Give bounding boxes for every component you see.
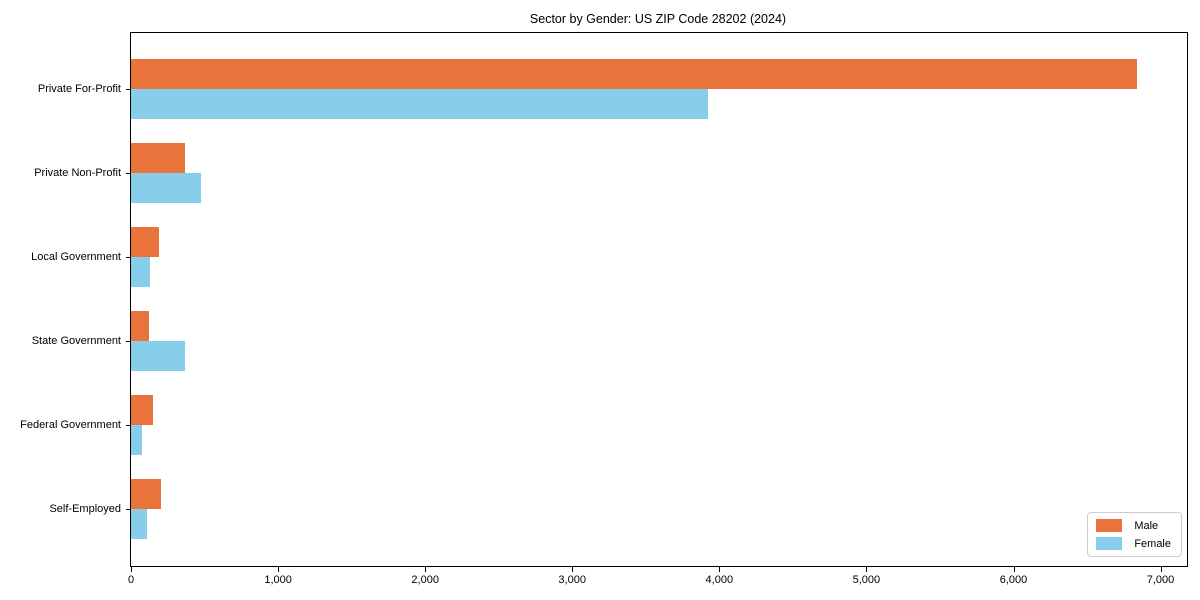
chart-title: Sector by Gender: US ZIP Code 28202 (202…: [529, 12, 787, 26]
x-tick-mark: [131, 567, 132, 572]
y-tick-label: Private Non-Profit: [34, 167, 121, 179]
bar-male-self-employed: [131, 479, 162, 509]
bar-group-private-for-profit: Private For-Profit: [38, 59, 1187, 119]
y-tick-label: Federal Government: [20, 419, 121, 431]
bar-female-private-non-profit: [131, 173, 201, 203]
y-tick-label: Private For-Profit: [37, 83, 121, 95]
y-tick-mark: [126, 508, 130, 510]
y-tick-mark: [126, 172, 130, 174]
x-tick-label: 7,000: [1146, 574, 1175, 586]
y-tick-label: State Government: [31, 335, 121, 347]
bar-female-federal-government: [131, 425, 142, 455]
legend-row-male: Male: [1096, 519, 1171, 532]
x-tick-label: 3,000: [558, 574, 586, 586]
x-tick-mark: [1160, 567, 1162, 572]
x-tick-label: 1,000: [264, 574, 292, 586]
y-tick-mark: [126, 340, 130, 342]
bar-male-private-non-profit: [131, 143, 186, 173]
bar-group-self-employed: Self-Employed: [49, 479, 1187, 539]
bar-male-private-for-profit: [131, 59, 1137, 89]
x-tick-label: 0: [127, 574, 135, 586]
plot-area: Private For-Profit Private Non-Profit Loca…: [20, 32, 1188, 586]
bar-female-self-employed: [131, 509, 148, 539]
x-tick-label: 5,000: [852, 574, 881, 586]
legend: Male Female: [1087, 512, 1182, 557]
y-tick-mark: [126, 256, 130, 258]
bar-female-state-government: [131, 341, 186, 371]
bar-male-federal-government: [131, 395, 154, 425]
bar-group-private-non-profit: Private Non-Profit: [34, 143, 1187, 203]
y-tick-mark: [126, 88, 130, 90]
y-tick-label: Self-Employed: [49, 503, 121, 515]
bar-group-local-government: Local Government: [31, 227, 1187, 287]
female-legend-swatch: [1096, 537, 1123, 550]
x-tick-mark: [572, 567, 574, 572]
bar-group-federal-government: Federal Government: [20, 395, 1187, 455]
x-tick-label: 6,000: [999, 574, 1028, 586]
x-tick-mark: [425, 567, 427, 572]
y-tick-mark: [126, 424, 130, 426]
x-tick-mark: [866, 567, 868, 572]
x-tick-label: 2,000: [411, 574, 439, 586]
x-tick-mark: [1013, 567, 1015, 572]
bar-female-local-government: [131, 257, 151, 287]
bar-group-state-government: State Government: [32, 311, 1187, 371]
male-legend-label: Male: [1134, 519, 1159, 532]
female-legend-label: Female: [1134, 537, 1171, 550]
bar-male-local-government: [131, 227, 159, 257]
bar-male-state-government: [131, 311, 149, 341]
x-tick-mark: [719, 567, 721, 572]
x-tick-mark: [278, 567, 280, 572]
male-legend-swatch: [1096, 519, 1123, 532]
bar-female-private-for-profit: [131, 89, 708, 119]
x-tick-label: 4,000: [705, 574, 734, 586]
y-tick-label: Local Government: [31, 251, 121, 263]
legend-row-female: Female: [1096, 537, 1171, 550]
